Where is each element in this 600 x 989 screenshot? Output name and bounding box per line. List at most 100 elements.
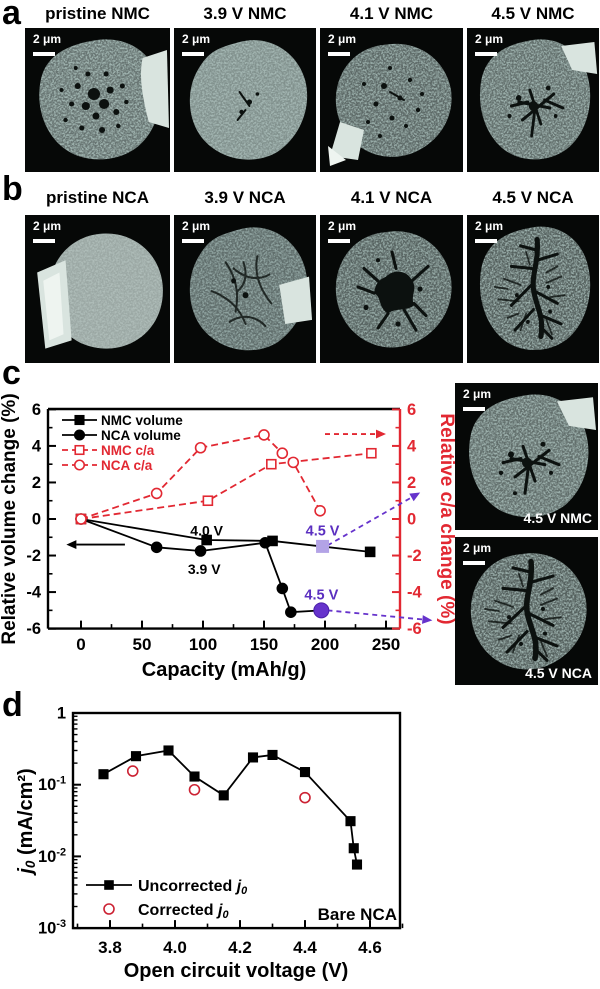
scalebar-label: 2 μm (475, 32, 504, 46)
scalebar-label: 2 μm (33, 219, 62, 233)
micrograph-41v-nca: 2 μm (320, 215, 463, 363)
svg-text:10-1: 10-1 (38, 775, 66, 795)
micrograph-45v-nca-large: 2 μm 4.5 V NCA (455, 537, 598, 685)
micrograph-pristine-nmc: 2 μm (25, 28, 170, 172)
title-45v-nca: 4.5 V NCA (492, 188, 574, 207)
scalebar (475, 52, 497, 56)
micrograph-image (25, 28, 170, 172)
svg-text:Uncorrected j0: Uncorrected j0 (138, 878, 247, 897)
micrograph-45v-nmc: 2 μm (467, 28, 599, 172)
svg-text:0: 0 (407, 511, 416, 529)
micrograph-pristine-nca: 2 μm (25, 215, 170, 363)
svg-text:4: 4 (407, 437, 417, 455)
svg-text:50: 50 (133, 635, 152, 654)
svg-text:4.5 V: 4.5 V (306, 523, 340, 539)
micrograph-45v-nca: 2 μm (467, 215, 599, 363)
series-uncorrected-j- (103, 749, 358, 865)
scalebar-label: 2 μm (463, 387, 492, 401)
svg-text:10-3: 10-3 (38, 918, 66, 938)
title-pristine-nca: pristine NCA (46, 188, 149, 207)
svg-text:NMC c/a: NMC c/a (101, 443, 155, 458)
svg-text:4.2: 4.2 (228, 938, 252, 957)
svg-text:250: 250 (372, 635, 400, 654)
svg-text:2: 2 (407, 474, 416, 492)
micrograph-image (467, 215, 599, 363)
micrograph-39v-nmc: 2 μm (174, 28, 316, 172)
svg-text:4.0: 4.0 (163, 938, 187, 957)
scalebar (33, 52, 55, 56)
svg-text:150: 150 (250, 635, 278, 654)
micrograph-tag: 4.5 V NCA (525, 665, 592, 681)
svg-text:-6: -6 (26, 620, 41, 638)
title-41v-nmc: 4.1 V NMC (349, 4, 434, 23)
scalebar (328, 239, 350, 243)
svg-text:NCA c/a: NCA c/a (101, 458, 153, 473)
svg-text:Corrected j0: Corrected j0 (138, 902, 229, 921)
chart-exchange-current: 3.8 4.0 4.2 4.4 4.6 1 10-1 10-2 10-3 Uncorrected … (15, 705, 404, 982)
scalebar-label: 2 μm (182, 219, 211, 233)
svg-text:Open circuit voltage (V): Open circuit voltage (V) (124, 960, 348, 982)
plot-area: 0 50 100 150 200 250 -6 -4 -2 0 2 4 6 -6 -4 -2 0 2 4 6 NMC v… (26, 401, 433, 654)
svg-text:-4: -4 (407, 584, 422, 602)
svg-text:-2: -2 (407, 547, 422, 565)
micrograph-image (320, 215, 463, 363)
svg-text:2: 2 (32, 474, 41, 492)
title-41v-nca: 4.1 V NCA (350, 188, 433, 207)
plot-area: 3.8 4.0 4.2 4.4 4.6 1 10-1 10-2 10-3 Uncorrected … (38, 705, 404, 957)
title-45v-nmc: 4.5 V NMC (491, 4, 575, 23)
title-pristine-nmc: pristine NMC (45, 4, 150, 23)
scalebar-label: 2 μm (463, 541, 492, 555)
svg-text:3.9 V: 3.9 V (188, 561, 221, 577)
micrograph-image (174, 215, 316, 363)
svg-text:NCA volume: NCA volume (101, 428, 181, 443)
scalebar (463, 561, 485, 565)
panel-label-b: b (2, 170, 23, 208)
scalebar (328, 52, 350, 56)
micrograph-image (320, 28, 463, 172)
micrograph-image (25, 215, 170, 363)
scalebar-label: 2 μm (182, 32, 211, 46)
svg-text:1: 1 (57, 705, 66, 723)
scalebar (475, 239, 497, 243)
svg-text:-4: -4 (26, 584, 41, 602)
svg-text:10-2: 10-2 (38, 846, 66, 866)
svg-text:6: 6 (32, 401, 41, 419)
scalebar (33, 239, 55, 243)
svg-text:-6: -6 (407, 620, 422, 638)
scalebar-label: 2 μm (475, 219, 504, 233)
svg-text:Capacity (mAh/g): Capacity (mAh/g) (142, 659, 306, 681)
micrograph-image (455, 537, 598, 685)
svg-text:NMC volume: NMC volume (101, 413, 183, 428)
micrograph-image (467, 28, 599, 172)
micrograph-image (455, 383, 598, 530)
svg-text:Relative volume change (%): Relative volume change (%) (0, 393, 20, 644)
scalebar-label: 2 μm (328, 219, 357, 233)
svg-text:-2: -2 (26, 547, 41, 565)
scalebar-label: 2 μm (33, 32, 62, 46)
svg-text:100: 100 (189, 635, 217, 654)
svg-text:Relative c/a change (%): Relative c/a change (%) (436, 413, 455, 624)
chart-volume-ca: 0 50 100 150 200 250 -6 -4 -2 0 2 4 6 -6 -4 -2 0 2 4 6 NMC v… (0, 393, 455, 681)
svg-text:6: 6 (407, 401, 416, 419)
title-39v-nmc: 3.9 V NMC (203, 4, 287, 23)
svg-text:j0 (mA/cm²): j0 (mA/cm²) (15, 768, 38, 876)
micrograph-tag: 4.5 V NMC (523, 510, 592, 526)
svg-text:3.8: 3.8 (98, 938, 122, 957)
svg-text:4.5 V: 4.5 V (304, 587, 338, 603)
panel-label-c: c (2, 354, 21, 392)
micrograph-image (174, 28, 316, 172)
svg-text:200: 200 (311, 635, 339, 654)
title-39v-nca: 3.9 V NCA (204, 188, 286, 207)
micrograph-41v-nmc: 2 μm (320, 28, 463, 172)
svg-text:4.6: 4.6 (358, 938, 382, 957)
scalebar (182, 239, 204, 243)
panel-label-a: a (2, 0, 21, 32)
micrograph-39v-nca: 2 μm (174, 215, 316, 363)
panel-label-d: d (2, 686, 23, 724)
micrograph-45v-nmc-large: 2 μm 4.5 V NMC (455, 383, 598, 530)
scalebar (463, 407, 485, 411)
scalebar (182, 52, 204, 56)
svg-text:Bare NCA: Bare NCA (318, 905, 397, 924)
svg-text:0: 0 (32, 511, 41, 529)
